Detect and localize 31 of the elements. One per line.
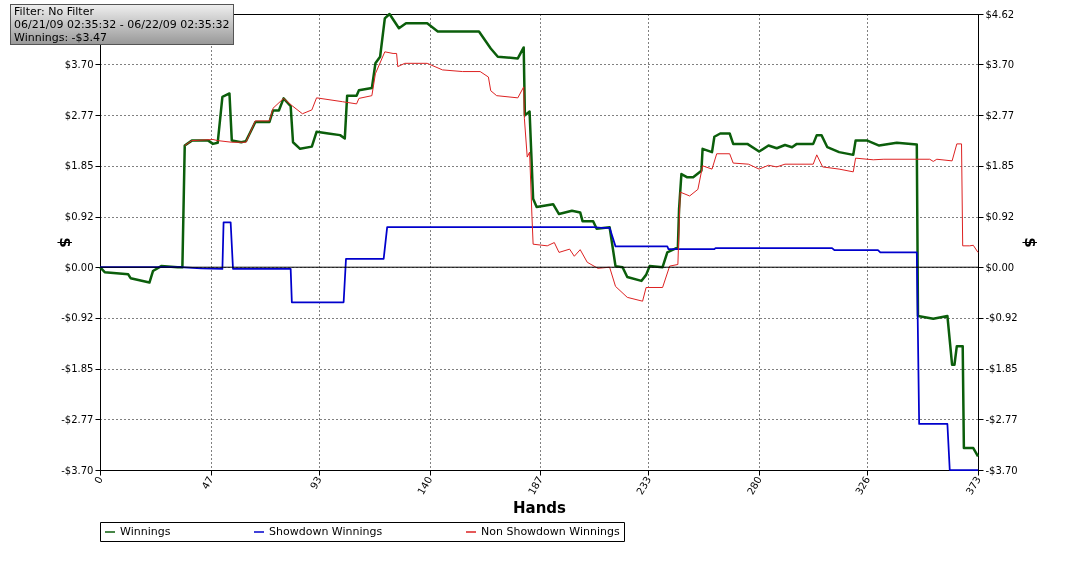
y-tick-label: $0.00 (64, 261, 94, 273)
y-tick-label: $0.92 (64, 211, 94, 223)
y2-tick-label: $3.70 (985, 58, 1015, 70)
y-tick-label: -$1.85 (61, 363, 94, 375)
x-tick-label: 47 (199, 474, 216, 492)
legend-label: Winnings (120, 525, 171, 538)
y-tick-label: $1.85 (64, 160, 94, 172)
y2-tick-label: -$1.85 (985, 363, 1018, 375)
annotation: 06/21/09 02:35:32 - 06/22/09 02:35:32 (14, 18, 230, 31)
y-tick-label: $3.70 (64, 58, 94, 70)
y2-tick-label: -$3.70 (985, 464, 1018, 476)
text: Filter: No Filter (14, 5, 95, 18)
y-tick-label: -$2.77 (61, 413, 94, 425)
legend-label: Non Showdown Winnings (481, 525, 620, 538)
legend-label: Showdown Winnings (269, 525, 383, 538)
y2-tick-label: -$0.92 (985, 312, 1018, 324)
x-tick-label: 93 (307, 474, 324, 492)
y2-tick-label: -$2.77 (985, 413, 1018, 425)
y2-tick-label: $2.77 (985, 109, 1015, 121)
y2-tick-label: $0.00 (985, 261, 1015, 273)
y-tick-label: -$3.70 (61, 464, 94, 476)
y-tick-label: $2.77 (64, 109, 94, 121)
y2-tick-label: $4.62 (985, 8, 1015, 20)
y2-axis-title: $ (1020, 237, 1039, 248)
y2-tick-label: $0.92 (985, 211, 1015, 223)
x-tick-label: 0 (92, 474, 105, 486)
y-tick-label: -$0.92 (61, 312, 94, 324)
y-axis-title: $ (56, 237, 75, 248)
y2-tick-label: $1.85 (985, 160, 1015, 172)
x-axis-title: Hands (512, 498, 567, 517)
annotation: Winnings: -$3.47 (14, 31, 109, 44)
